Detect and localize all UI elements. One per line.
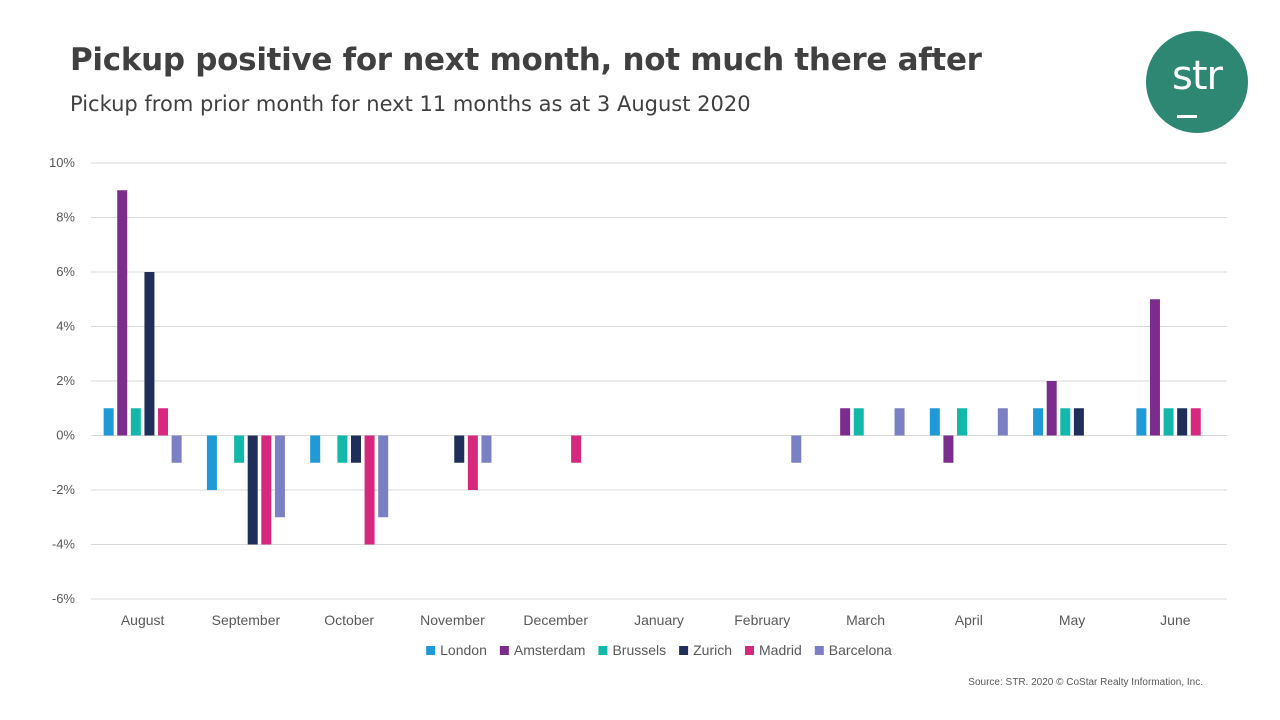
x-tick-label: November [420, 612, 485, 628]
y-tick-label: 2% [56, 373, 75, 388]
bar-barcelona [171, 435, 182, 463]
bar-barcelona [481, 435, 492, 463]
bar-london [103, 408, 114, 436]
bar-brussels [957, 408, 968, 436]
y-tick-label: 4% [56, 319, 75, 334]
bar-zurich [144, 272, 155, 436]
bar-amsterdam [840, 408, 851, 436]
bar-madrid [571, 435, 582, 463]
legend-label: Zurich [693, 642, 732, 658]
bar-madrid [467, 435, 478, 490]
bar-barcelona [274, 435, 285, 518]
legend-swatch-zurich [679, 646, 689, 655]
y-tick-label: -2% [52, 482, 76, 497]
x-tick-label: September [212, 612, 281, 628]
y-tick-label: 6% [56, 264, 75, 279]
bar-madrid [1190, 408, 1201, 436]
legend-label: Madrid [759, 642, 802, 658]
legend-label: London [440, 642, 487, 658]
bar-brussels [1060, 408, 1071, 436]
legend-label: Amsterdam [514, 642, 586, 658]
y-tick-label: 8% [56, 210, 75, 225]
bar-barcelona [997, 408, 1008, 436]
x-tick-label: May [1059, 612, 1085, 628]
x-tick-label: April [955, 612, 983, 628]
bar-brussels [337, 435, 348, 463]
bar-amsterdam [117, 190, 128, 436]
bar-london [206, 435, 217, 490]
bar-barcelona [894, 408, 905, 436]
bar-brussels [234, 435, 245, 463]
bar-madrid [364, 435, 375, 545]
bar-brussels [1163, 408, 1174, 436]
bar-madrid [261, 435, 272, 545]
legend-swatch-brussels [598, 646, 608, 655]
bar-brussels [853, 408, 864, 436]
x-tick-label: February [734, 612, 790, 628]
x-tick-label: August [121, 612, 165, 628]
str-logo: str [1146, 31, 1248, 133]
bar-amsterdam [943, 435, 954, 463]
legend-swatch-barcelona [814, 646, 824, 655]
legend-swatch-madrid [745, 646, 755, 655]
x-tick-label: January [634, 612, 684, 628]
bar-barcelona [378, 435, 389, 518]
x-tick-label: December [523, 612, 588, 628]
bar-amsterdam [1149, 299, 1160, 436]
logo-text: str [1172, 53, 1223, 99]
y-tick-label: 10% [49, 155, 75, 170]
bar-london [1136, 408, 1147, 436]
chart-title: Pickup positive for next month, not much… [70, 42, 982, 78]
logo-underline [1177, 115, 1197, 118]
legend-label: Brussels [612, 642, 666, 658]
bar-zurich [1073, 408, 1084, 436]
y-tick-label: 0% [56, 428, 75, 443]
bar-brussels [130, 408, 141, 436]
legend-label: Barcelona [829, 642, 892, 658]
x-tick-label: June [1160, 612, 1191, 628]
source-note: Source: STR. 2020 © CoStar Realty Inform… [968, 677, 1203, 688]
bar-zurich [247, 435, 258, 545]
bar-london [929, 408, 940, 436]
bar-barcelona [791, 435, 802, 463]
bar-london [1033, 408, 1044, 436]
x-tick-label: March [846, 612, 885, 628]
chart-subtitle: Pickup from prior month for next 11 mont… [70, 92, 751, 116]
bar-zurich [350, 435, 361, 463]
legend-swatch-amsterdam [499, 646, 509, 655]
bar-amsterdam [1046, 381, 1057, 436]
x-tick-label: October [324, 612, 374, 628]
bar-zurich [454, 435, 465, 463]
bar-zurich [1177, 408, 1188, 436]
y-tick-label: -6% [52, 591, 76, 606]
bar-madrid [158, 408, 169, 436]
y-tick-label: -4% [52, 537, 76, 552]
legend-swatch-london [426, 646, 436, 655]
bar-london [310, 435, 321, 463]
